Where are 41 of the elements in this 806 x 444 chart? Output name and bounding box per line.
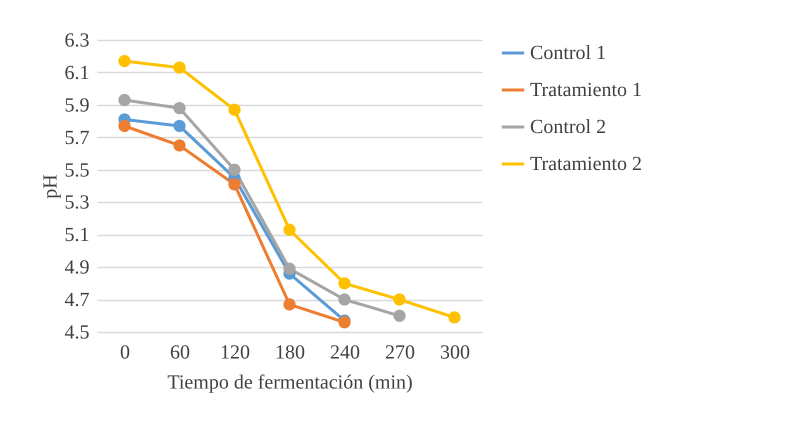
point bbox=[173, 61, 186, 74]
y-tick-label: 4.7 bbox=[64, 289, 90, 312]
point bbox=[118, 54, 131, 68]
x-tick-label: 0 bbox=[120, 342, 130, 364]
y-tick-label: 5.3 bbox=[64, 192, 90, 214]
y-tick-label: 5.9 bbox=[64, 94, 90, 116]
x-tick-label: 240 bbox=[330, 342, 360, 364]
x-axis-title: Tiempo de fermentación (min) bbox=[167, 372, 413, 394]
point bbox=[393, 293, 406, 306]
point bbox=[118, 120, 131, 132]
y-tick-label: 4.5 bbox=[64, 322, 90, 344]
x-tick-label: 300 bbox=[440, 342, 470, 364]
point bbox=[173, 139, 186, 152]
point bbox=[228, 164, 241, 176]
point bbox=[283, 224, 296, 236]
legend-label: Tratamiento 2 bbox=[530, 153, 642, 175]
point bbox=[283, 262, 296, 275]
x-tick-label: 180 bbox=[275, 342, 305, 364]
point bbox=[228, 104, 241, 116]
x-tick-label: 270 bbox=[385, 342, 415, 364]
y-tick-label: 5.5 bbox=[64, 159, 90, 182]
y-tick-label: 6.3 bbox=[64, 30, 90, 52]
point bbox=[228, 178, 241, 190]
y-tick-label: 5.1 bbox=[64, 224, 90, 246]
point bbox=[338, 277, 351, 290]
x-tick-label: 120 bbox=[220, 342, 250, 364]
point bbox=[173, 120, 186, 132]
x-tick-label: 60 bbox=[170, 342, 190, 364]
legend-label: Control 2 bbox=[530, 116, 606, 138]
point bbox=[338, 293, 351, 306]
legend-label: Tratamiento 1 bbox=[530, 79, 642, 101]
point bbox=[283, 298, 296, 311]
point bbox=[448, 311, 461, 324]
point bbox=[173, 102, 186, 114]
point bbox=[393, 310, 406, 322]
point bbox=[118, 94, 131, 106]
y-tick-label: 6.1 bbox=[64, 62, 90, 84]
y-axis-title: pH bbox=[40, 174, 62, 199]
legend-label: Control 1 bbox=[530, 42, 606, 64]
y-tick-label: 4.9 bbox=[64, 256, 90, 279]
y-tick-label: 5.7 bbox=[64, 126, 90, 149]
